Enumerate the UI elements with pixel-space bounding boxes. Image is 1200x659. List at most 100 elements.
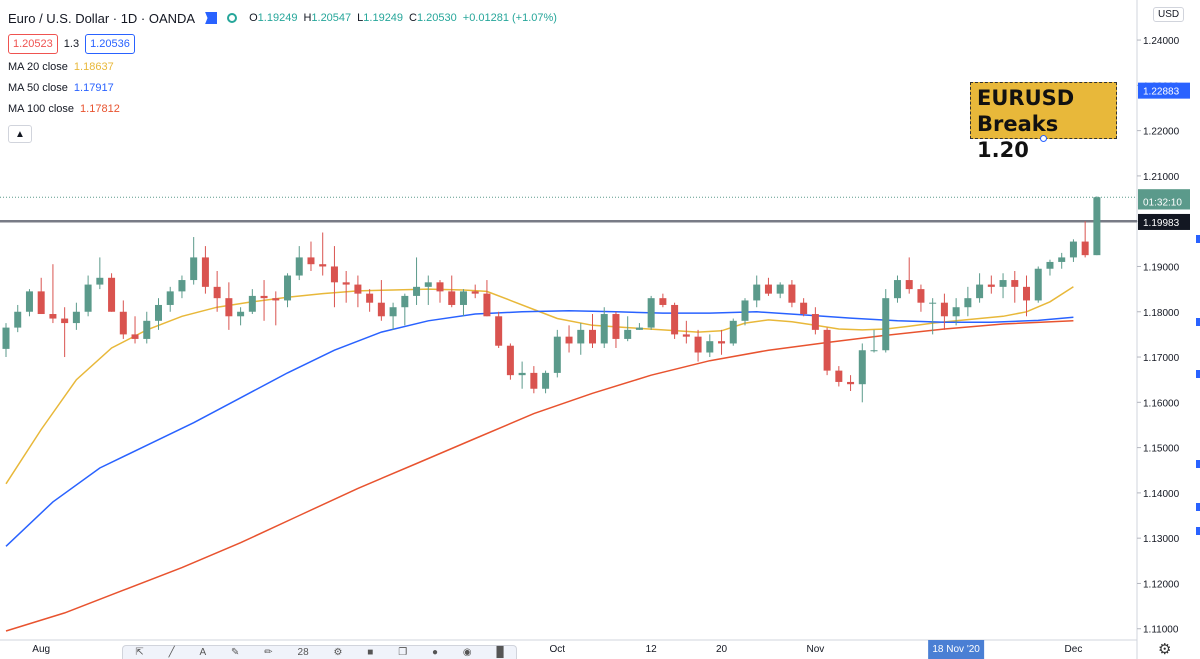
brush-icon[interactable]: ✎ <box>231 647 240 658</box>
candle-body[interactable] <box>682 334 690 337</box>
annotation-callout[interactable]: EURUSD Breaks 1.20 <box>970 82 1117 162</box>
candle-body[interactable] <box>1046 261 1054 269</box>
candle-body[interactable] <box>84 284 92 312</box>
candle-body[interactable] <box>272 298 280 301</box>
pencil-icon[interactable]: ✏ <box>264 647 273 658</box>
candle-body[interactable] <box>776 284 784 294</box>
candle-body[interactable] <box>518 372 526 376</box>
candle-body[interactable] <box>237 311 245 317</box>
candle-body[interactable] <box>401 295 409 308</box>
candle-body[interactable] <box>764 284 772 294</box>
candle-body[interactable] <box>319 264 327 267</box>
candle-body[interactable] <box>952 307 960 317</box>
candle-body[interactable] <box>835 370 843 382</box>
candle-body[interactable] <box>495 316 503 346</box>
candle-body[interactable] <box>2 327 10 349</box>
candle-body[interactable] <box>976 284 984 299</box>
candle-body[interactable] <box>1023 286 1031 301</box>
cursor-icon[interactable]: ⇱ <box>135 647 144 658</box>
candle-body[interactable] <box>471 291 479 294</box>
collapse-legend-button[interactable]: ▲ <box>8 125 32 143</box>
candle-body[interactable] <box>1011 280 1019 287</box>
candle-body[interactable] <box>788 284 796 303</box>
sell-price-button[interactable]: 1.20523 <box>8 34 58 54</box>
candle-body[interactable] <box>589 329 596 344</box>
candle-body[interactable] <box>1034 268 1042 301</box>
candle-body[interactable] <box>694 336 702 353</box>
gear-icon[interactable]: ⚙ <box>1158 641 1172 658</box>
candle-body[interactable] <box>448 291 456 305</box>
candle-body[interactable] <box>225 298 233 317</box>
candle-body[interactable] <box>917 289 925 303</box>
candle-body[interactable] <box>671 304 679 335</box>
annotation-anchor-handle[interactable] <box>1040 135 1047 142</box>
copy-icon[interactable]: ❐ <box>398 647 408 658</box>
candle-body[interactable] <box>96 277 104 285</box>
candle-body[interactable] <box>823 329 831 371</box>
hide-icon[interactable]: ◉ <box>462 647 472 658</box>
candle-body[interactable] <box>143 320 151 339</box>
candle-body[interactable] <box>154 304 162 321</box>
candle-body[interactable] <box>330 266 338 283</box>
candle-body[interactable] <box>72 311 80 324</box>
candle-body[interactable] <box>1093 197 1101 256</box>
candle-body[interactable] <box>753 284 761 301</box>
candle-body[interactable] <box>882 298 890 351</box>
candle-body[interactable] <box>577 329 585 344</box>
candle-body[interactable] <box>624 329 632 339</box>
candle-body[interactable] <box>166 291 174 305</box>
font-size-value[interactable]: 28 <box>297 647 309 658</box>
candle-body[interactable] <box>1058 257 1066 262</box>
candle-body[interactable] <box>389 307 397 317</box>
candle-body[interactable] <box>870 350 878 352</box>
candle-body[interactable] <box>37 291 45 315</box>
candle-body[interactable] <box>178 280 186 292</box>
candle-body[interactable] <box>307 257 315 265</box>
candle-body[interactable] <box>248 295 256 312</box>
candle-body[interactable] <box>929 302 937 304</box>
candle-body[interactable] <box>49 314 57 319</box>
indicator-row[interactable]: MA 100 close 1.17812 <box>8 98 563 119</box>
candle-body[interactable] <box>201 257 209 287</box>
candle-body[interactable] <box>190 257 198 281</box>
candle-body[interactable] <box>647 298 655 328</box>
candle-body[interactable] <box>25 291 33 312</box>
candle-body[interactable] <box>459 291 467 305</box>
candle-body[interactable] <box>542 372 550 389</box>
candle-body[interactable] <box>905 280 913 290</box>
candle-body[interactable] <box>893 280 901 299</box>
candle-body[interactable] <box>506 345 514 376</box>
candle-body[interactable] <box>483 293 491 317</box>
candle-body[interactable] <box>354 284 362 294</box>
candle-body[interactable] <box>413 286 421 296</box>
candle-body[interactable] <box>553 336 561 373</box>
candle-body[interactable] <box>424 282 432 287</box>
currency-badge[interactable]: USD <box>1153 7 1185 22</box>
candle-body[interactable] <box>260 295 268 299</box>
symbol-title[interactable]: Euro / U.S. Dollar · 1D · OANDA <box>8 10 196 26</box>
candle-body[interactable] <box>108 277 116 312</box>
candle-body[interactable] <box>1069 241 1077 258</box>
candle-body[interactable] <box>999 280 1007 287</box>
candle-body[interactable] <box>342 282 350 285</box>
candle-body[interactable] <box>800 302 808 315</box>
candle-body[interactable] <box>858 350 866 385</box>
candle-body[interactable] <box>61 318 69 324</box>
trash-icon[interactable]: █ <box>496 647 504 658</box>
lock-icon[interactable]: ● <box>432 647 439 658</box>
candle-body[interactable] <box>119 311 127 335</box>
candle-body[interactable] <box>659 298 667 305</box>
candle-body[interactable] <box>718 341 726 344</box>
candle-body[interactable] <box>706 341 714 353</box>
candle-body[interactable] <box>635 327 643 330</box>
candle-body[interactable] <box>366 293 374 303</box>
template-icon[interactable]: ■ <box>367 647 374 658</box>
candle-body[interactable] <box>284 275 292 301</box>
candle-body[interactable] <box>847 381 855 385</box>
candle-body[interactable] <box>131 334 139 339</box>
candle-body[interactable] <box>964 298 972 308</box>
text-tool-icon[interactable]: A <box>199 647 207 658</box>
candle-body[interactable] <box>811 314 819 330</box>
candle-body[interactable] <box>940 302 948 317</box>
